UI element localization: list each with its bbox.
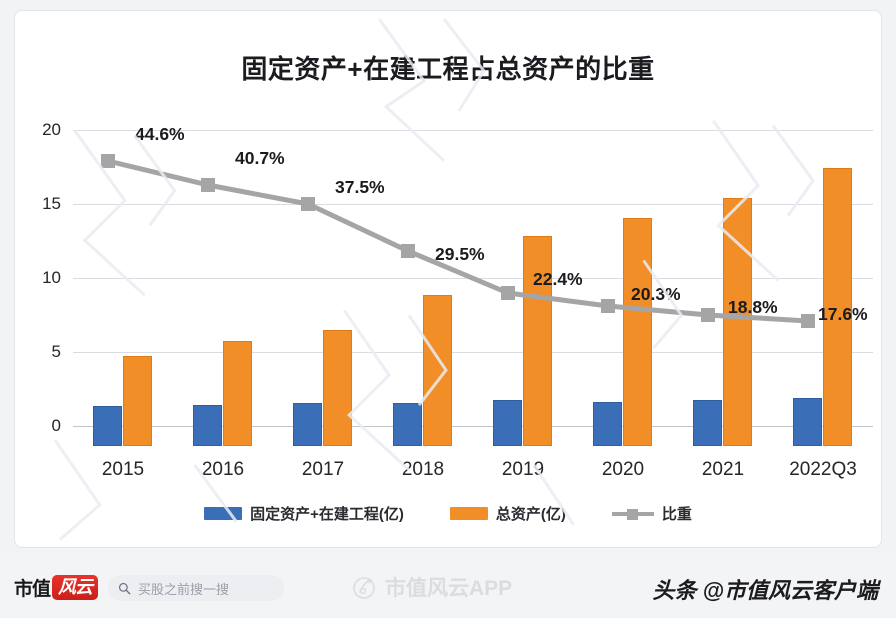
x-tick-2017: 2017 [301,459,345,480]
legend-label-total-assets: 总资产(亿) [495,506,566,523]
x-tick-2016: 2016 [201,459,245,480]
bar-total-assets-2022q3[interactable] [823,168,852,446]
x-tick-2018: 2018 [401,459,445,480]
plot-area: 20 15 10 5 0 [42,120,873,446]
data-label-ratio-2020: 20.3% [631,284,681,304]
app-watermark-text: 市值风云APP [385,577,513,600]
ratio-line-series[interactable] [73,121,873,446]
search-bar[interactable]: 买股之前搜一搜 [108,575,284,601]
axis-baseline [73,426,873,427]
chart-card: 固定资产+在建工程占总资产的比重 [14,10,882,548]
y-tick-10: 10 [42,268,61,287]
data-label-ratio-2016: 40.7% [235,148,285,168]
bar-fixed-assets-2022q3[interactable] [793,398,822,446]
legend-swatch-total-assets [449,507,488,520]
y-tick-15: 15 [42,194,61,213]
legend-swatch-fixed-assets [204,507,243,520]
legend-item-fixed-assets[interactable]: 固定资产+在建工程(亿) [204,503,404,524]
data-label-ratio-2017: 37.5% [335,177,385,197]
bar-fixed-assets-2021[interactable] [693,400,722,446]
app-watermark: 市值风云APP [352,572,512,602]
data-label-ratio-2022q3: 17.6% [818,304,868,324]
data-label-ratio-2015: 44.6% [135,124,185,144]
legend-label-ratio: 比重 [661,506,692,523]
y-tick-0: 0 [51,416,61,435]
legend-swatch-ratio [611,507,654,520]
data-label-ratio-2018: 29.5% [435,244,485,264]
x-tick-2015: 2015 [101,459,145,480]
legend-label-fixed-assets: 固定资产+在建工程(亿) [250,506,404,523]
chart-title: 固定资产+在建工程占总资产的比重 [241,54,655,84]
bar-total-assets-2016[interactable] [223,341,252,446]
legend-item-ratio[interactable]: 比重 [611,503,692,524]
bar-total-assets-2019[interactable] [523,236,552,446]
bar-fixed-assets-2017[interactable] [293,403,322,446]
x-tick-2020: 2020 [601,459,645,480]
legend-item-total-assets[interactable]: 总资产(亿) [449,503,566,524]
y-tick-5: 5 [51,342,61,361]
bar-fixed-assets-2016[interactable] [193,405,222,446]
brand-badge-text: 风云 [52,574,99,601]
x-tick-2021: 2021 [701,459,745,480]
bar-fixed-assets-2020[interactable] [593,402,622,446]
data-label-ratio-2021: 18.8% [728,297,778,317]
app-logo-icon [353,577,375,599]
bar-fixed-assets-2019[interactable] [493,400,522,446]
search-input-placeholder: 买股之前搜一搜 [138,581,230,597]
x-tick-2022q3: 2022Q3 [789,459,857,480]
gridline-5 [73,352,873,353]
chart-legend: 固定资产+在建工程(亿) 总资产(亿) 比重 [15,503,881,524]
gridline-15 [73,204,873,205]
data-label-ratio-2019: 22.4% [533,269,583,289]
brand-logo[interactable]: 市值 风云 [14,574,99,601]
gridline-20 [73,130,873,131]
bar-total-assets-2015[interactable] [123,356,152,446]
x-tick-2019: 2019 [501,459,545,480]
search-icon [118,582,131,594]
brand-name-text: 市值 [14,579,51,600]
toutiao-credit: 头条 @市值风云客户端 [652,578,878,603]
y-tick-20: 20 [42,120,61,139]
